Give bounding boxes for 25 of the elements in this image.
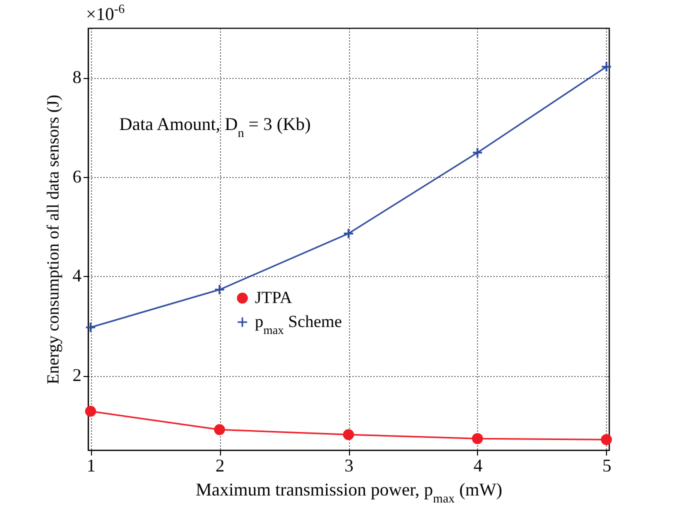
- y-tick-label: 2: [72, 365, 82, 386]
- x-tick-label: 5: [602, 456, 612, 476]
- annotation: Data Amount, D$_{n}$ = 3 (Kb): [119, 114, 311, 140]
- point: [214, 284, 226, 296]
- y-tick-label: 6: [72, 166, 82, 186]
- point: [214, 424, 226, 436]
- x-tick-label: 3: [344, 456, 354, 476]
- point: [472, 433, 483, 444]
- legend-label: JTPA: [254, 288, 293, 308]
- point: [600, 434, 612, 446]
- point: [85, 322, 96, 333]
- legend-label: p$_{max}$ Scheme: [254, 312, 342, 338]
- x-tick-label: 4: [473, 456, 482, 476]
- point: [342, 429, 354, 440]
- x-tick-label: 1: [86, 456, 96, 476]
- point: [342, 228, 354, 240]
- x-axis-title: Maximum transmission power, p$_{max}$ (mW): [196, 480, 502, 506]
- text: ×10$^{-6}$: [86, 2, 125, 24]
- point: [472, 147, 483, 158]
- y-tick-label: 8: [72, 67, 82, 88]
- point: [85, 406, 96, 417]
- y-tick-label: 4: [72, 266, 82, 286]
- point: [600, 61, 612, 72]
- x-tick-label: 2: [216, 456, 225, 476]
- y-axis-title: Energy consumption of all data sensors (J): [44, 94, 62, 384]
